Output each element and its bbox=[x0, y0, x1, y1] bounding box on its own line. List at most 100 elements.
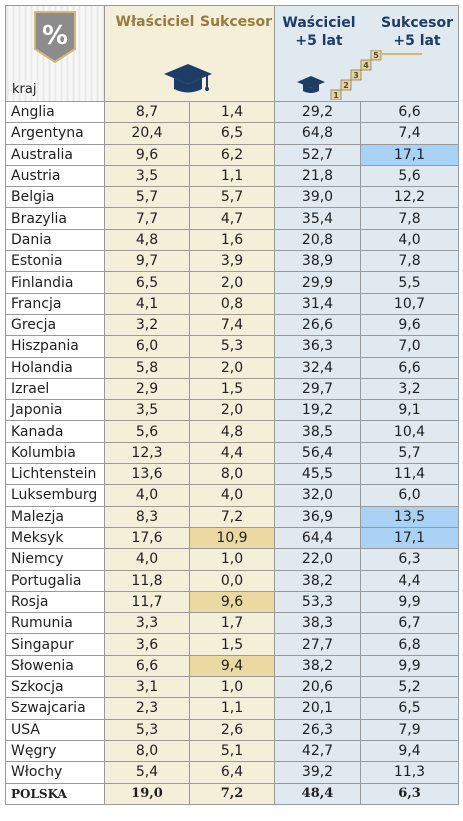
owner-plus5-cell: 38,9 bbox=[274, 250, 361, 273]
percent-icon: % bbox=[34, 11, 76, 63]
owner-cell: 2,3 bbox=[104, 697, 190, 720]
owner-cell: 9,6 bbox=[104, 143, 190, 166]
owner-plus5-line2: +5 lat bbox=[295, 33, 343, 49]
current-header-group: Właściciel Sukcesor bbox=[104, 5, 275, 102]
stair-step-label: 1 bbox=[333, 91, 339, 100]
successor-plus5-line1: Sukcesor bbox=[380, 15, 453, 31]
total-successor-cell: 7,2 bbox=[189, 782, 275, 805]
owner-cell: 2,9 bbox=[104, 377, 190, 401]
table-row: Lichtenstein 13,6 8,0 45,5 11,4 bbox=[5, 463, 459, 486]
total-row: POLSKA 19,0 7,2 48,4 6,3 bbox=[5, 782, 459, 805]
country-cell: Australia bbox=[5, 143, 105, 166]
successor-cell: 1,1 bbox=[189, 697, 275, 720]
owner-plus5-cell: 32,4 bbox=[274, 356, 361, 379]
successor-plus5-cell: 4,4 bbox=[360, 569, 459, 592]
successor-plus5-cell: 6,5 bbox=[360, 697, 459, 720]
successor-plus5-cell: 5,5 bbox=[360, 271, 459, 294]
owner-plus5-cell: 56,4 bbox=[274, 441, 361, 465]
successor-cell: 6,4 bbox=[189, 761, 275, 784]
owner-plus5-cell: 26,6 bbox=[274, 313, 361, 337]
successor-cell: 2,0 bbox=[189, 356, 275, 379]
successor-plus5-cell: 12,2 bbox=[360, 186, 459, 209]
country-cell: Finlandia bbox=[5, 271, 105, 294]
graduation-cap-small-icon bbox=[297, 76, 325, 93]
owner-cell: 11,7 bbox=[104, 590, 190, 614]
table-row: Brazylia 7,7 4,7 35,4 7,8 bbox=[5, 207, 459, 230]
country-cell: Luksemburg bbox=[5, 484, 105, 507]
owner-plus5-cell: 38,2 bbox=[274, 654, 361, 678]
successor-cell: 1,0 bbox=[189, 548, 275, 571]
owner-cell: 5,8 bbox=[104, 356, 190, 379]
owner-cell: 17,6 bbox=[104, 526, 190, 550]
successor-cell: 8,0 bbox=[189, 463, 275, 486]
owner-plus5-cell: 64,8 bbox=[274, 122, 361, 145]
owner-cell: 4,8 bbox=[104, 228, 190, 252]
successor-cell: 3,9 bbox=[189, 250, 275, 273]
owner-plus5-cell: 38,2 bbox=[274, 569, 361, 592]
successor-cell: 0,8 bbox=[189, 292, 275, 315]
successor-plus5-cell: 5,7 bbox=[360, 441, 459, 465]
successor-plus5-cell: 7,8 bbox=[360, 250, 459, 273]
owner-plus5-cell: 39,2 bbox=[274, 761, 361, 784]
stair-step-label: 4 bbox=[363, 61, 369, 70]
owner-cell: 4,0 bbox=[104, 548, 190, 571]
country-cell: Słowenia bbox=[5, 654, 105, 678]
owner-cell: 3,6 bbox=[104, 633, 190, 656]
owner-plus5-cell: 21,8 bbox=[274, 164, 361, 188]
country-cell: Szwajcaria bbox=[5, 697, 105, 720]
table-row: Izrael 2,9 1,5 29,7 3,2 bbox=[5, 377, 459, 401]
table-row: Japonia 3,5 2,0 19,2 9,1 bbox=[5, 399, 459, 422]
country-cell: Malezja bbox=[5, 505, 105, 528]
successor-plus5-cell: 7,0 bbox=[360, 335, 459, 358]
successor-plus5-cell: 13,5 bbox=[360, 505, 459, 528]
table-row: Hiszpania 6,0 5,3 36,3 7,0 bbox=[5, 335, 459, 358]
successor-cell: 0,0 bbox=[189, 569, 275, 592]
owner-plus5-line1: Waściciel bbox=[282, 15, 356, 31]
stair-step-label: 5 bbox=[373, 51, 379, 60]
country-column-label: kraj bbox=[12, 82, 37, 97]
successor-cell: 4,7 bbox=[189, 207, 275, 230]
successor-cell: 1,5 bbox=[189, 633, 275, 656]
table-row: Luksemburg 4,0 4,0 32,0 6,0 bbox=[5, 484, 459, 507]
owner-cell: 8,7 bbox=[104, 100, 190, 124]
successor-cell: 6,5 bbox=[189, 122, 275, 145]
owner-plus5-cell: 27,7 bbox=[274, 633, 361, 656]
owner-cell: 13,6 bbox=[104, 463, 190, 486]
country-cell: Austria bbox=[5, 164, 105, 188]
successor-cell: 1,0 bbox=[189, 676, 275, 699]
table-row: Malezja 8,3 7,2 36,9 13,5 bbox=[5, 505, 459, 528]
successor-plus5-column-header: Sukcesor +5 lat bbox=[375, 14, 459, 50]
successor-plus5-cell: 9,9 bbox=[360, 654, 459, 678]
country-cell: Portugalia bbox=[5, 569, 105, 592]
country-cell: Izrael bbox=[5, 377, 105, 401]
table-row: Argentyna 20,4 6,5 64,8 7,4 bbox=[5, 122, 459, 145]
table-row: Rosja 11,7 9,6 53,3 9,9 bbox=[5, 590, 459, 614]
successor-plus5-cell: 4,0 bbox=[360, 228, 459, 252]
successor-cell: 5,3 bbox=[189, 335, 275, 358]
owner-plus5-cell: 35,4 bbox=[274, 207, 361, 230]
table-row: Holandia 5,8 2,0 32,4 6,6 bbox=[5, 356, 459, 379]
successor-cell: 2,6 bbox=[189, 718, 275, 741]
owner-cell: 4,0 bbox=[104, 484, 190, 507]
table-row: Singapur 3,6 1,5 27,7 6,8 bbox=[5, 633, 459, 656]
owner-plus5-cell: 45,5 bbox=[274, 463, 361, 486]
country-cell: Kanada bbox=[5, 420, 105, 443]
table-row: Szkocja 3,1 1,0 20,6 5,2 bbox=[5, 676, 459, 699]
successor-plus5-cell: 11,3 bbox=[360, 761, 459, 784]
successor-plus5-cell: 9,6 bbox=[360, 313, 459, 337]
table-row: Anglia 8,7 1,4 29,2 6,6 bbox=[5, 100, 459, 124]
successor-plus5-cell: 17,1 bbox=[360, 526, 459, 550]
table-row: Włochy 5,4 6,4 39,2 11,3 bbox=[5, 761, 459, 784]
successor-cell: 1,1 bbox=[189, 164, 275, 188]
country-cell: Szkocja bbox=[5, 676, 105, 699]
country-cell: Lichtenstein bbox=[5, 463, 105, 486]
owner-cell: 8,0 bbox=[104, 739, 190, 763]
successor-cell: 1,4 bbox=[189, 100, 275, 124]
country-cell: Rosja bbox=[5, 590, 105, 614]
total-owner-plus5-cell: 48,4 bbox=[274, 782, 361, 805]
comparison-table-container: % kraj Właściciel Sukcesor Waściciel +5 … bbox=[5, 5, 459, 817]
plus5-header-group: Waściciel +5 lat Sukcesor +5 lat bbox=[274, 5, 459, 102]
successor-plus5-cell: 3,2 bbox=[360, 377, 459, 401]
successor-cell: 5,7 bbox=[189, 186, 275, 209]
table-row: Dania 4,8 1,6 20,8 4,0 bbox=[5, 228, 459, 252]
